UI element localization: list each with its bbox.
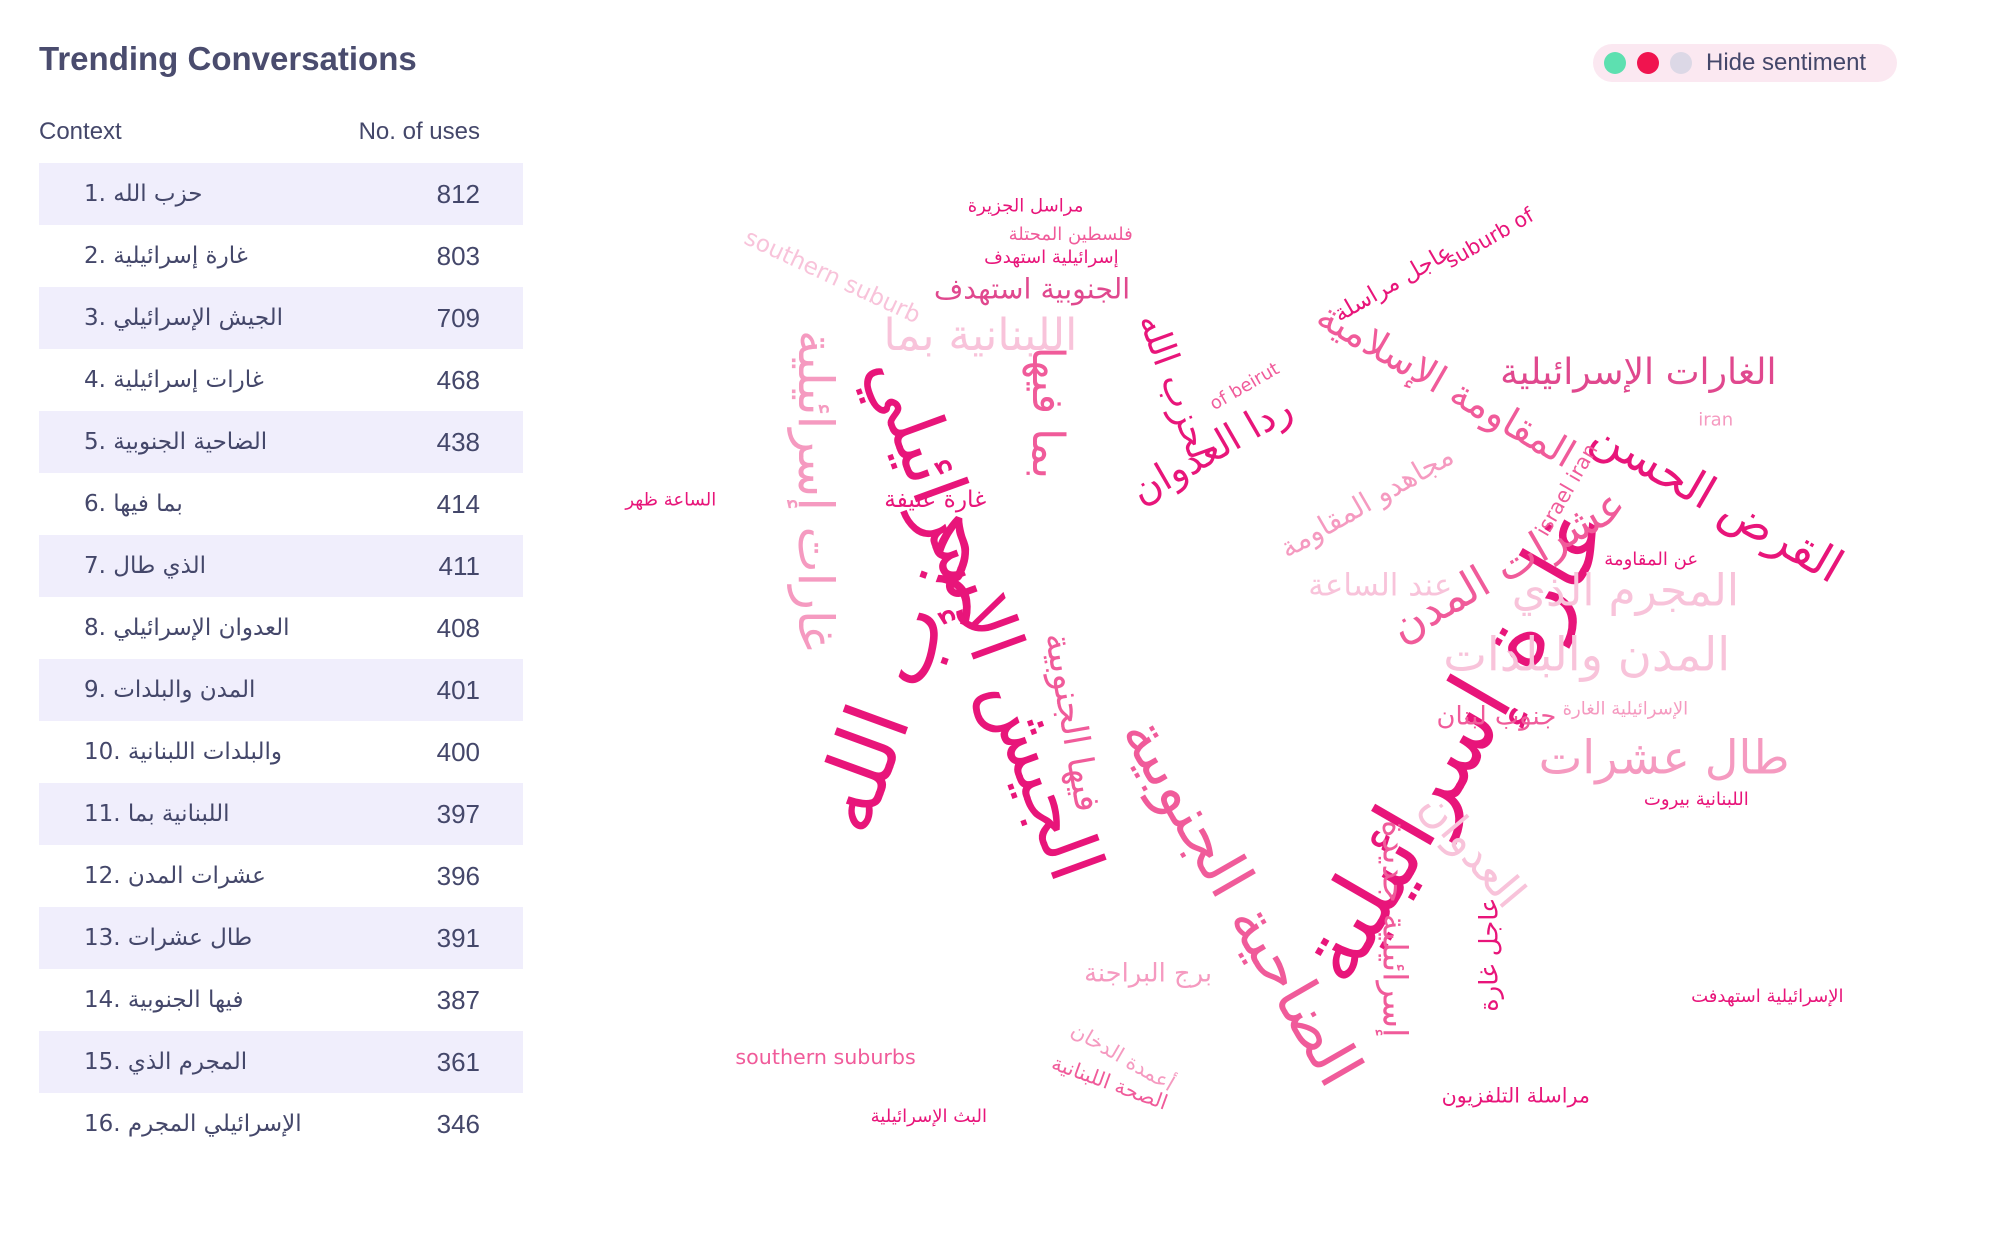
context-label: 16. الإسرائيلي المجرم — [84, 1111, 302, 1137]
table-row[interactable]: 8. العدوان الإسرائيلي 408 — [39, 597, 523, 659]
cloud-word[interactable]: اللبنانية بيروت — [1644, 789, 1749, 810]
context-label: 13. طال عشرات — [84, 925, 253, 951]
trending-table: Context No. of uses 1. حزب الله 812 2. غار… — [39, 112, 523, 1155]
use-count: 438 — [436, 426, 480, 457]
cloud-word[interactable]: الإسرائيلية استهدفت — [1691, 986, 1843, 1007]
cloud-word[interactable]: فلسطين المحتلة — [1009, 224, 1133, 245]
cloud-word[interactable]: الإسرائيلية الغارة — [1563, 699, 1689, 720]
table-row[interactable]: 16. الإسرائيلي المجرم 346 — [39, 1093, 523, 1155]
column-header: No. of uses — [358, 118, 480, 145]
cloud-word[interactable]: غارات إسرائيلية — [786, 330, 845, 651]
table-body: 1. حزب الله 812 2. غارة إسرائيلية 803 3. الج… — [39, 163, 523, 1155]
table-row[interactable]: 7. الذي طال 411 — [39, 535, 523, 597]
use-count: 387 — [436, 984, 480, 1015]
negative-dot — [1637, 52, 1659, 74]
use-count: 361 — [436, 1046, 480, 1077]
table-row[interactable]: 6. بما فيها 414 — [39, 473, 523, 535]
page-title: Trending Conversations — [39, 40, 417, 77]
neutral-dot — [1670, 52, 1692, 74]
positive-dot — [1604, 52, 1626, 74]
cloud-word[interactable]: southern suburb — [740, 224, 924, 329]
context-label: 14. فيها الجنوبية — [84, 987, 244, 1013]
cloud-word[interactable]: الساعة ظهر — [624, 490, 716, 511]
cloud-word[interactable]: طال عشرات — [1539, 731, 1790, 786]
cloud-word[interactable]: عند الساعة — [1308, 567, 1452, 603]
cloud-word[interactable]: مراسل الجزيرة — [968, 195, 1084, 216]
cloud-word[interactable]: عن المقاومة — [1604, 549, 1698, 570]
table-row[interactable]: 3. الجيش الإسرائيلي 709 — [39, 287, 523, 349]
cloud-word[interactable]: بما فيها — [1022, 346, 1073, 479]
cloud-word[interactable]: برج البراجنة — [1084, 958, 1212, 988]
table-row[interactable]: 5. الضاحية الجنوبية 438 — [39, 411, 523, 473]
cloud-word[interactable]: عاجل غارة — [1474, 897, 1504, 1011]
context-label: 8. العدوان الإسرائيلي — [84, 615, 290, 641]
cloud-word[interactable]: عاجل مراسلة — [1329, 238, 1456, 327]
context-label: 7. الذي طال — [84, 553, 207, 579]
table-row[interactable]: 15. المجرم الذي 361 — [39, 1031, 523, 1093]
use-count: 709 — [436, 302, 480, 333]
context-label: 15. المجرم الذي — [84, 1049, 248, 1075]
cloud-word[interactable]: جنوب لبنان — [1437, 702, 1557, 732]
sentiment-toggle[interactable]: Hide sentiment — [1593, 44, 1897, 82]
table-row[interactable]: 10. والبلدات اللبنانية 400 — [39, 721, 523, 783]
cloud-word[interactable]: لحزب الله — [1130, 307, 1222, 465]
table-row[interactable]: 11. اللبنانية بما 397 — [39, 783, 523, 845]
cloud-word[interactable]: الغارات الإسرائيلية — [1500, 350, 1776, 393]
context-label: 4. غارات إسرائيلية — [84, 367, 264, 393]
toggle-label[interactable]: Hide sentiment — [1706, 49, 1867, 76]
context-label: 9. المدن والبلدات — [84, 677, 256, 703]
cloud-word[interactable]: مجاهدو المقاومة — [1274, 439, 1459, 565]
context-label: 2. غارة إسرائيلية — [84, 243, 248, 269]
context-label: 12. عشرات المدن — [84, 863, 266, 889]
table-row[interactable]: 14. فيها الجنوبية 387 — [39, 969, 523, 1031]
cloud-word[interactable]: المجرم الذي — [1512, 565, 1739, 616]
table-row[interactable]: 12. عشرات المدن 396 — [39, 845, 523, 907]
use-count: 408 — [436, 612, 480, 643]
table-row[interactable]: 1. حزب الله 812 — [39, 163, 523, 225]
cloud-word[interactable]: إسرائيلية استهدف — [984, 247, 1119, 268]
cloud-word[interactable]: iran — [1698, 410, 1733, 431]
cloud-word[interactable]: غارة عنيفة — [884, 486, 986, 513]
use-count: 414 — [436, 488, 480, 519]
use-count: 400 — [436, 736, 480, 767]
table-row[interactable]: 4. غارات إسرائيلية 468 — [39, 349, 523, 411]
use-count: 812 — [436, 178, 480, 209]
table-row[interactable]: 2. غارة إسرائيلية 803 — [39, 225, 523, 287]
use-count: 401 — [436, 674, 480, 705]
context-label: 5. الضاحية الجنوبية — [84, 429, 268, 455]
table-row[interactable]: 9. المدن والبلدات 401 — [39, 659, 523, 721]
cloud-word[interactable]: مراسلة التلفزيون — [1442, 1084, 1590, 1108]
context-label: 3. الجيش الإسرائيلي — [84, 305, 284, 331]
use-count: 411 — [438, 550, 480, 581]
cloud-word[interactable]: الجنوبية استهدف — [934, 272, 1130, 305]
use-count: 346 — [436, 1108, 480, 1139]
column-header: Context — [39, 118, 122, 145]
table-header: Context No. of uses — [39, 112, 523, 152]
cloud-word[interactable]: إسرائيلية جديدة — [1375, 820, 1415, 1037]
cloud-word[interactable]: southern suburbs — [735, 1045, 915, 1069]
context-label: 11. اللبنانية بما — [84, 801, 230, 827]
use-count: 397 — [436, 798, 480, 829]
use-count: 396 — [436, 860, 480, 891]
use-count: 468 — [436, 364, 480, 395]
cloud-word[interactable]: البث الإسرائيلية — [871, 1106, 987, 1127]
table-row[interactable]: 13. طال عشرات 391 — [39, 907, 523, 969]
cloud-word[interactable]: اللبنانية بما — [884, 310, 1078, 361]
context-label: 1. حزب الله — [84, 181, 203, 207]
use-count: 803 — [436, 240, 480, 271]
use-count: 391 — [436, 922, 480, 953]
context-label: 6. بما فيها — [84, 491, 183, 517]
cloud-word[interactable]: المدن والبلدات — [1443, 627, 1730, 682]
context-label: 10. والبلدات اللبنانية — [84, 739, 282, 765]
